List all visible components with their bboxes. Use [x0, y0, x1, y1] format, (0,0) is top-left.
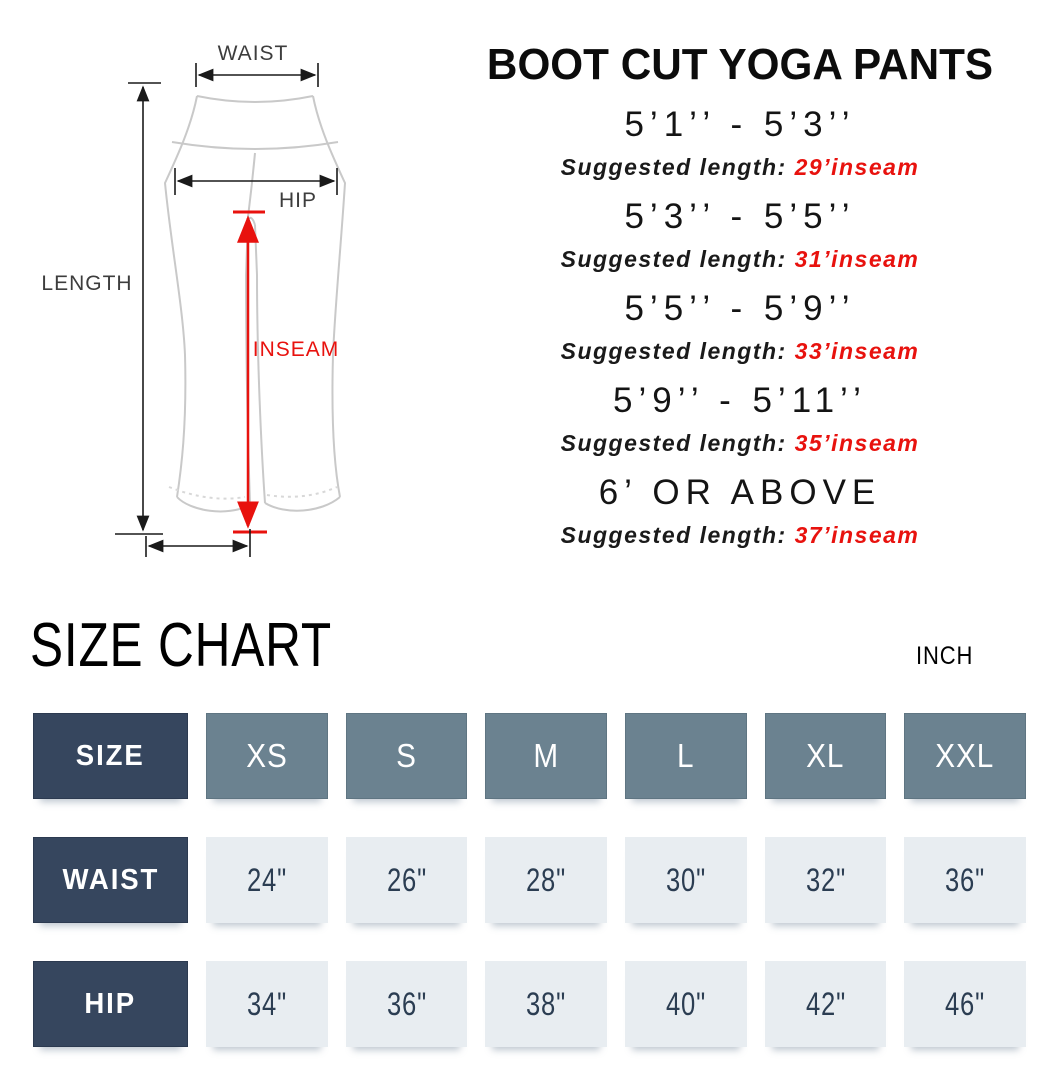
measurement-value: 24" — [246, 861, 287, 898]
measurement-value-cell: 32" — [764, 837, 887, 923]
measurement-value: 36" — [386, 985, 427, 1022]
pants-outline — [163, 95, 347, 513]
size-col-label: XXL — [935, 737, 995, 774]
measurement-value-cell: 36" — [904, 837, 1026, 923]
suggested-length-prefix: Suggested length: — [560, 246, 787, 272]
height-entry: 5’3’’ - 5’5’’ Suggested length: 31’insea… — [455, 196, 1025, 272]
height-entry: 6’ OR ABOVE Suggested length: 37’inseam — [455, 472, 1025, 548]
measurement-value: 30" — [665, 861, 706, 898]
measurement-value-cell: 42" — [764, 961, 887, 1047]
measurement-value-cell: 28" — [485, 837, 607, 923]
suggested-length-prefix: Suggested length: — [560, 430, 787, 456]
measurement-row-label-hip: HIP — [33, 961, 188, 1047]
hip-arrow — [174, 168, 338, 195]
size-col-header-m: M — [485, 713, 607, 799]
suggested-length-prefix: Suggested length: — [560, 522, 787, 548]
measurement-value: 26" — [386, 861, 427, 898]
length-label: LENGTH — [41, 272, 132, 295]
inseam-value: 29’inseam — [794, 154, 920, 180]
height-entry: 5’1’’ - 5’3’’ Suggested length: 29’insea… — [455, 104, 1025, 180]
height-guide: BOOT CUT YOGA PANTS 5’1’’ - 5’3’’ Sugges… — [455, 40, 1025, 564]
size-col-label: XL — [806, 737, 845, 774]
height-entry: 5’9’’ - 5’11’’ Suggested length: 35’inse… — [455, 380, 1025, 456]
size-col-header-xxl: XXL — [904, 713, 1026, 799]
leg-opening-arrow — [145, 529, 251, 557]
size-col-label: S — [396, 737, 417, 774]
height-entry: 5’5’’ - 5’9’’ Suggested length: 33’insea… — [455, 288, 1025, 364]
size-col-label: L — [677, 737, 695, 774]
product-title: BOOT CUT YOGA PANTS — [486, 40, 994, 89]
suggested-length: Suggested length: 29’inseam — [455, 154, 1025, 180]
size-chart-heading: SIZE CHART — [30, 611, 332, 680]
size-col-header-xl: XL — [764, 713, 887, 799]
measurement-row-label-waist: WAIST — [33, 837, 188, 923]
measurement-value: 32" — [805, 861, 846, 898]
suggested-length: Suggested length: 31’inseam — [455, 246, 1025, 272]
measurement-value-cell: 40" — [624, 961, 747, 1047]
row-label: WAIST — [62, 863, 159, 896]
height-range: 5’1’’ - 5’3’’ — [624, 105, 856, 144]
measurement-value: 28" — [526, 861, 567, 898]
size-table: SIZE XS S M L XL XXL WAIST 24" 26" 28" 3… — [33, 713, 1026, 1047]
size-col-header-s: S — [345, 713, 468, 799]
length-arrow — [115, 82, 163, 535]
measurement-value-cell: 46" — [904, 961, 1026, 1047]
measurement-value: 34" — [246, 985, 287, 1022]
inseam-label: INSEAM — [253, 338, 340, 361]
measurement-value-cell: 38" — [485, 961, 607, 1047]
suggested-length: Suggested length: 35’inseam — [455, 430, 1025, 456]
size-col-header-xs: XS — [206, 713, 328, 799]
inseam-value: 35’inseam — [794, 430, 920, 456]
measurement-value: 46" — [945, 985, 986, 1022]
size-col-label: M — [533, 737, 559, 774]
pants-measurement-diagram: WAIST HIP LENGTH INSEAM — [41, 42, 347, 557]
measurement-value-cell: 36" — [345, 961, 468, 1047]
suggested-length-prefix: Suggested length: — [560, 154, 787, 180]
suggested-length-prefix: Suggested length: — [560, 338, 787, 364]
measurement-value-cell: 26" — [345, 837, 468, 923]
hip-label: HIP — [279, 189, 317, 212]
measurement-value-cell: 30" — [624, 837, 747, 923]
size-col-label: XS — [246, 737, 288, 774]
unit-label: INCH — [916, 642, 974, 670]
measurement-value: 42" — [805, 985, 846, 1022]
size-header-label: SIZE — [76, 739, 145, 772]
inseam-value: 37’inseam — [794, 522, 920, 548]
height-range: 6’ OR ABOVE — [598, 473, 882, 512]
suggested-length: Suggested length: 33’inseam — [455, 338, 1025, 364]
measurement-value-cell: 24" — [206, 837, 328, 923]
measurement-value: 40" — [665, 985, 706, 1022]
height-range: 5’9’’ - 5’11’’ — [613, 381, 867, 420]
size-col-header-l: L — [624, 713, 747, 799]
measurement-value: 36" — [945, 861, 986, 898]
inseam-value: 33’inseam — [794, 338, 920, 364]
row-label: HIP — [84, 987, 137, 1020]
size-header-cell: SIZE — [33, 713, 188, 799]
waist-arrow — [195, 63, 319, 87]
suggested-length: Suggested length: 37’inseam — [455, 522, 1025, 548]
measurement-value-cell: 34" — [206, 961, 328, 1047]
height-range: 5’5’’ - 5’9’’ — [624, 289, 856, 328]
measurement-value: 38" — [526, 985, 567, 1022]
height-range: 5’3’’ - 5’5’’ — [624, 197, 856, 236]
inseam-value: 31’inseam — [794, 246, 920, 272]
waist-label: WAIST — [218, 42, 289, 65]
